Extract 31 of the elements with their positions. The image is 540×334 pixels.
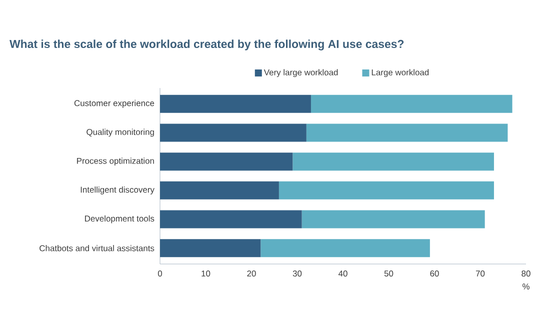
bar [160,94,311,113]
bar [160,124,306,142]
x-tick-label: 40 [338,270,348,277]
x-axis-title: % [522,284,530,290]
y-tick-label: Development tools [85,215,154,224]
bar [260,239,430,258]
bar [160,181,279,200]
bar [306,124,508,142]
legend-label: Very large workload [264,69,338,78]
bar [310,94,512,113]
x-tick-label: 30 [292,270,302,277]
x-tick-label: 10 [202,270,210,277]
x-tick-label: 80 [522,270,530,277]
y-tick-label: Quality monitoring [86,128,154,137]
bar [160,210,302,228]
legend-label: Large workload [372,69,429,78]
x-tick-label: 0 [158,270,162,277]
y-tick-label: Chatbots and virtual assistants [40,245,154,252]
y-tick-label: Process optimization [77,158,154,166]
chart-title: What is the scale of the workload created by the following AI use cases? [10,40,404,50]
x-tick-label: 70 [476,270,485,277]
bar [160,239,261,258]
bar [292,152,494,171]
bar [278,181,494,200]
bar [302,210,485,228]
bar [160,152,293,171]
x-tick-label: 60 [430,270,439,277]
x-tick-label: 50 [384,270,394,277]
y-tick-label: Intelligent discovery [80,186,154,194]
y-tick-label: Customer experience [74,100,154,108]
x-tick-label: 20 [247,270,256,277]
